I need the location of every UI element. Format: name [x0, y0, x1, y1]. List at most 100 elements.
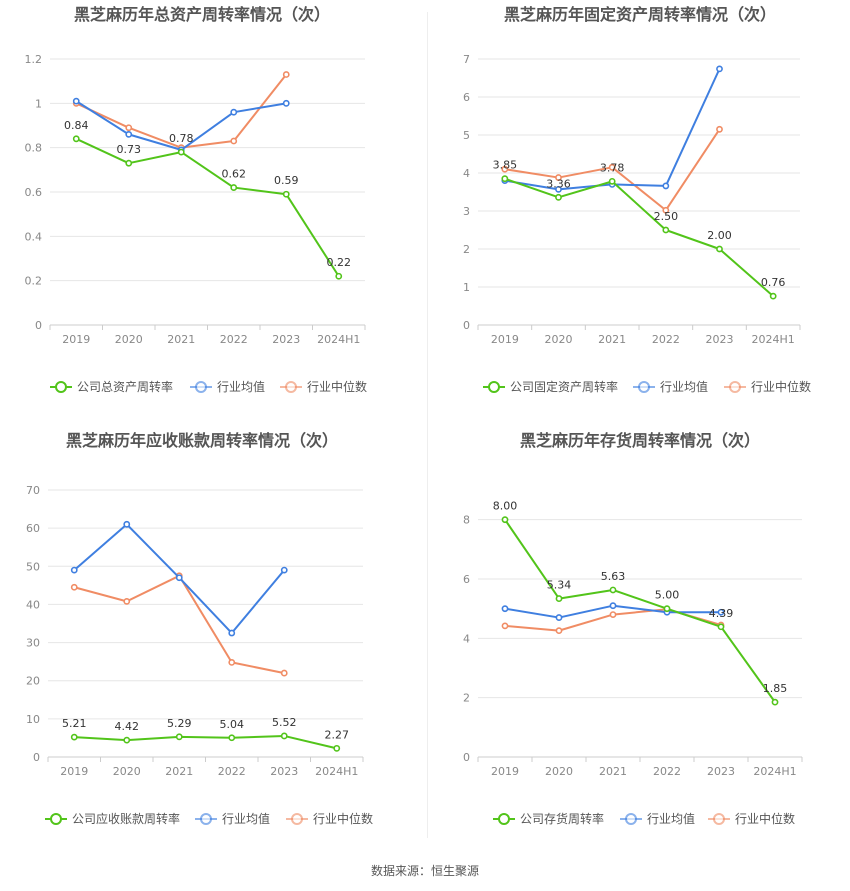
data-point-company[interactable]	[123, 736, 131, 744]
legend-label-industry-median[interactable]: 行业中位数	[313, 811, 373, 826]
data-point-company[interactable]	[662, 226, 670, 234]
y-tick-label: 0.8	[25, 142, 43, 155]
x-tick-label: 2021	[167, 333, 195, 346]
chart-inventory-turnover-svg: 黑芝麻历年存货周转率情况（次） 0 2 4 6 8 2019 2020 2021 2022 2023…	[463, 431, 803, 826]
data-point-industry-avg[interactable]	[228, 629, 236, 637]
data-point-company[interactable]	[555, 595, 563, 602]
chart-title: 黑芝麻历年固定资产周转率情况（次）	[504, 5, 776, 24]
data-point-industry-avg[interactable]	[230, 108, 238, 116]
data-point-company[interactable]	[555, 193, 562, 201]
data-label: 3.78	[600, 161, 625, 174]
data-point-industry-median[interactable]	[230, 137, 238, 145]
legend-label-industry-avg[interactable]: 行业均值	[660, 379, 708, 394]
y-tick-label: 60	[26, 522, 40, 535]
data-point-company[interactable]	[125, 159, 133, 167]
data-point-company[interactable]	[608, 177, 616, 185]
data-point-company[interactable]	[177, 148, 185, 156]
data-point-company[interactable]	[769, 292, 777, 300]
x-tick-label: 2024H1	[752, 333, 795, 346]
data-label: 2.50	[654, 210, 679, 223]
data-point-industry-median[interactable]	[228, 659, 236, 666]
data-point-company[interactable]	[70, 733, 78, 741]
data-point-industry-avg[interactable]	[717, 608, 725, 616]
data-point-company[interactable]	[335, 272, 343, 280]
data-point-industry-avg[interactable]	[175, 574, 183, 582]
legend-marker-industry-avg[interactable]	[200, 813, 212, 825]
legend-marker-company[interactable]	[55, 381, 67, 393]
data-point-industry-avg[interactable]	[501, 605, 509, 613]
data-label: 1.85	[763, 682, 788, 695]
legend-marker-industry-median[interactable]	[729, 381, 741, 393]
data-point-industry-median[interactable]	[609, 611, 617, 618]
legend-marker-industry-avg[interactable]	[638, 381, 650, 393]
legend-marker-industry-avg[interactable]	[195, 381, 207, 393]
data-point-company[interactable]	[72, 135, 80, 143]
legend-label-industry-median[interactable]: 行业中位数	[307, 379, 367, 394]
data-point-industry-avg[interactable]	[555, 614, 563, 621]
data-point-industry-median[interactable]	[555, 627, 563, 635]
legend-marker-company[interactable]	[498, 813, 510, 825]
data-point-industry-median[interactable]	[501, 622, 509, 630]
data-point-company[interactable]	[230, 184, 238, 191]
legend-label-industry-median[interactable]: 行业中位数	[735, 811, 795, 826]
data-label: 0.22	[327, 256, 352, 269]
y-tick-label: 3	[463, 205, 470, 218]
data-label: 0.59	[274, 174, 299, 187]
legend-label-industry-median[interactable]: 行业中位数	[751, 379, 811, 394]
chart-total-asset-turnover-svg: 黑芝麻历年总资产周转率情况（次） 0 0.2 0.4 0.6 0.8 1 1.2 2019 202…	[25, 5, 368, 394]
data-point-industry-median[interactable]	[123, 597, 131, 605]
data-point-industry-median[interactable]	[282, 71, 290, 78]
data-point-industry-avg[interactable]	[280, 566, 288, 574]
data-point-industry-avg[interactable]	[72, 97, 80, 105]
legend-label-company[interactable]: 公司应收账款周转率	[72, 811, 180, 826]
data-point-company[interactable]	[175, 733, 183, 741]
data-point-company[interactable]	[771, 698, 779, 706]
data-point-industry-median[interactable]	[501, 165, 509, 173]
data-point-industry-median[interactable]	[662, 206, 670, 214]
y-tick-label: 5	[463, 129, 470, 142]
data-point-industry-median[interactable]	[125, 124, 133, 132]
data-label: 5.29	[167, 717, 192, 730]
x-tick-label: 2022	[653, 765, 681, 778]
legend-label-company[interactable]: 公司固定资产周转率	[510, 379, 618, 394]
legend-marker-company[interactable]	[488, 381, 500, 393]
data-point-industry-median[interactable]	[716, 125, 723, 133]
legend-label-company[interactable]: 公司总资产周转率	[77, 379, 173, 394]
legend-label-industry-avg[interactable]: 行业均值	[222, 811, 270, 826]
legend-marker-industry-median[interactable]	[285, 381, 297, 393]
data-point-industry-avg[interactable]	[609, 602, 617, 610]
data-label: 0.73	[117, 143, 142, 156]
data-point-company[interactable]	[609, 586, 617, 594]
data-point-company[interactable]	[333, 744, 341, 752]
data-point-company[interactable]	[501, 175, 509, 183]
series-line-company	[75, 137, 340, 277]
series-line-company	[74, 734, 337, 750]
series-line-industry-median	[73, 574, 285, 675]
data-point-industry-median[interactable]	[555, 174, 562, 181]
data-point-company[interactable]	[717, 623, 725, 631]
data-point-company[interactable]	[716, 245, 723, 253]
data-point-company[interactable]	[501, 516, 509, 524]
legend-marker-industry-median[interactable]	[713, 813, 725, 825]
legend-label-industry-avg[interactable]: 行业均值	[217, 379, 265, 394]
data-point-industry-median[interactable]	[608, 163, 616, 171]
data-point-industry-avg[interactable]	[555, 185, 562, 193]
data-point-industry-avg[interactable]	[125, 130, 133, 138]
data-point-industry-median[interactable]	[280, 669, 288, 677]
data-point-company[interactable]	[280, 732, 288, 740]
legend-marker-industry-median[interactable]	[291, 813, 303, 825]
data-point-industry-median[interactable]	[70, 583, 78, 591]
data-label: 4.42	[115, 720, 140, 733]
data-point-industry-avg[interactable]	[662, 182, 670, 190]
legend-marker-company[interactable]	[50, 813, 62, 825]
legend-marker-industry-avg[interactable]	[625, 813, 637, 825]
legend-label-company[interactable]: 公司存货周转率	[520, 811, 604, 826]
data-point-company[interactable]	[282, 190, 290, 198]
data-point-industry-avg[interactable]	[716, 65, 723, 73]
data-point-company[interactable]	[663, 605, 671, 613]
data-point-company[interactable]	[228, 734, 236, 742]
data-point-industry-avg[interactable]	[70, 566, 78, 574]
legend-label-industry-avg[interactable]: 行业均值	[647, 811, 695, 826]
data-point-industry-avg[interactable]	[123, 520, 131, 528]
data-point-industry-avg[interactable]	[282, 99, 290, 107]
